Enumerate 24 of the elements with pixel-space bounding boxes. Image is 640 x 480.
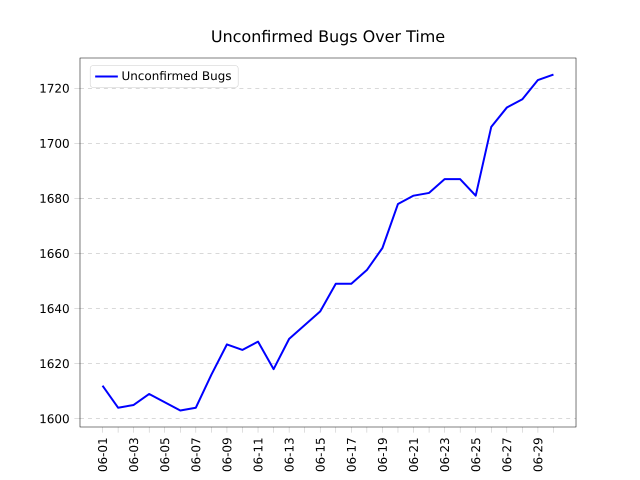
x-tick-label: 06-19 (378, 438, 387, 472)
y-tick-label: 1640 (40, 304, 69, 314)
x-tick-label: 06-27 (502, 438, 512, 472)
y-tick-label: 1720 (40, 84, 69, 93)
y-tick-label: 1620 (40, 359, 69, 368)
x-tick-label: 06-17 (346, 438, 356, 472)
y-tick-label: 1600 (40, 414, 69, 424)
x-tick-label: 06-15 (316, 438, 325, 472)
x-tick-label: 06-21 (409, 438, 418, 472)
legend-label: Unconfirmed Bugs (122, 70, 231, 83)
x-tick-label: 06-13 (284, 438, 294, 472)
x-tick-label: 06-29 (533, 438, 542, 472)
x-tick-label: 06-11 (254, 438, 263, 472)
chart-title: Unconfirmed Bugs Over Time (212, 30, 444, 46)
y-tick-label: 1680 (40, 194, 69, 203)
x-tick-label: 06-05 (160, 438, 170, 472)
x-tick-label: 06-01 (98, 438, 108, 472)
x-tick-label: 06-09 (222, 438, 232, 472)
x-tick-label: 06-07 (191, 438, 200, 472)
x-tick-label: 06-03 (129, 438, 138, 472)
x-tick-label: 06-23 (440, 438, 450, 472)
y-tick-label: 1660 (40, 248, 69, 258)
x-tick-label: 06-25 (471, 438, 480, 472)
y-tick-label: 1700 (40, 138, 69, 148)
